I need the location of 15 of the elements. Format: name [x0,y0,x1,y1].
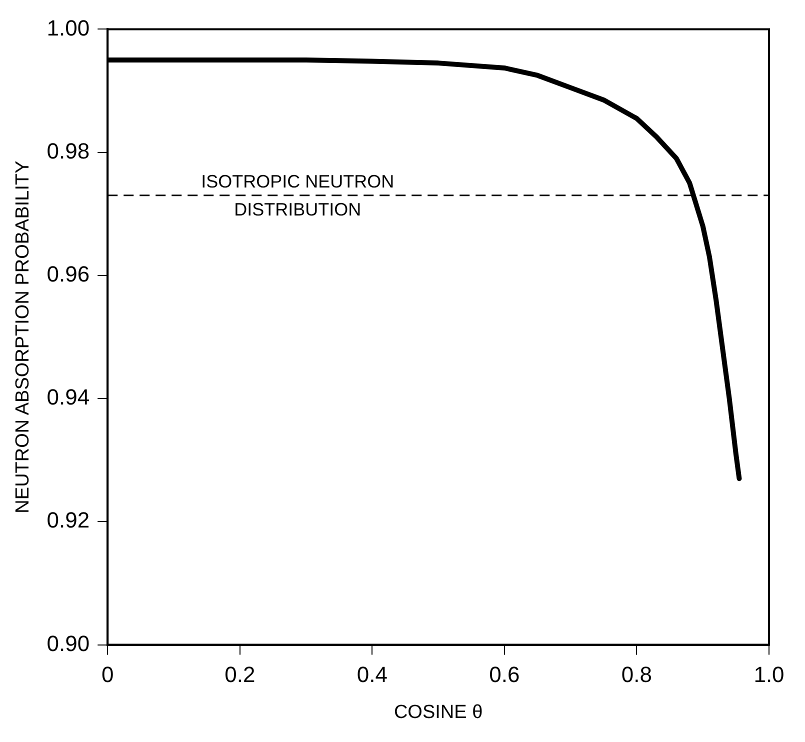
y-tick-label: 0.92 [46,508,90,533]
y-tick-label: 1.00 [46,15,90,40]
y-tick-label: 0.90 [46,630,90,656]
x-tick-label: 0.8 [621,662,652,688]
y-tick-label: 0.94 [46,384,90,410]
y-tick-label: 0.98 [46,138,90,164]
x-tick-label: 0 [101,662,114,688]
x-tick-label: 1.0 [754,662,784,688]
x-tick-label: 0.6 [489,662,520,688]
x-tick-label: 0.4 [356,662,388,688]
x-axis-title: COSINE θ [394,702,483,723]
ref-line-label: ISOTROPIC NEUTRON DISTRIBUTION [201,171,394,220]
y-axis-title: NEUTRON ABSORPTION PROBABILITY [12,160,34,514]
x-tick-label: 0.2 [224,662,256,688]
y-tick-label: 0.96 [46,262,90,287]
